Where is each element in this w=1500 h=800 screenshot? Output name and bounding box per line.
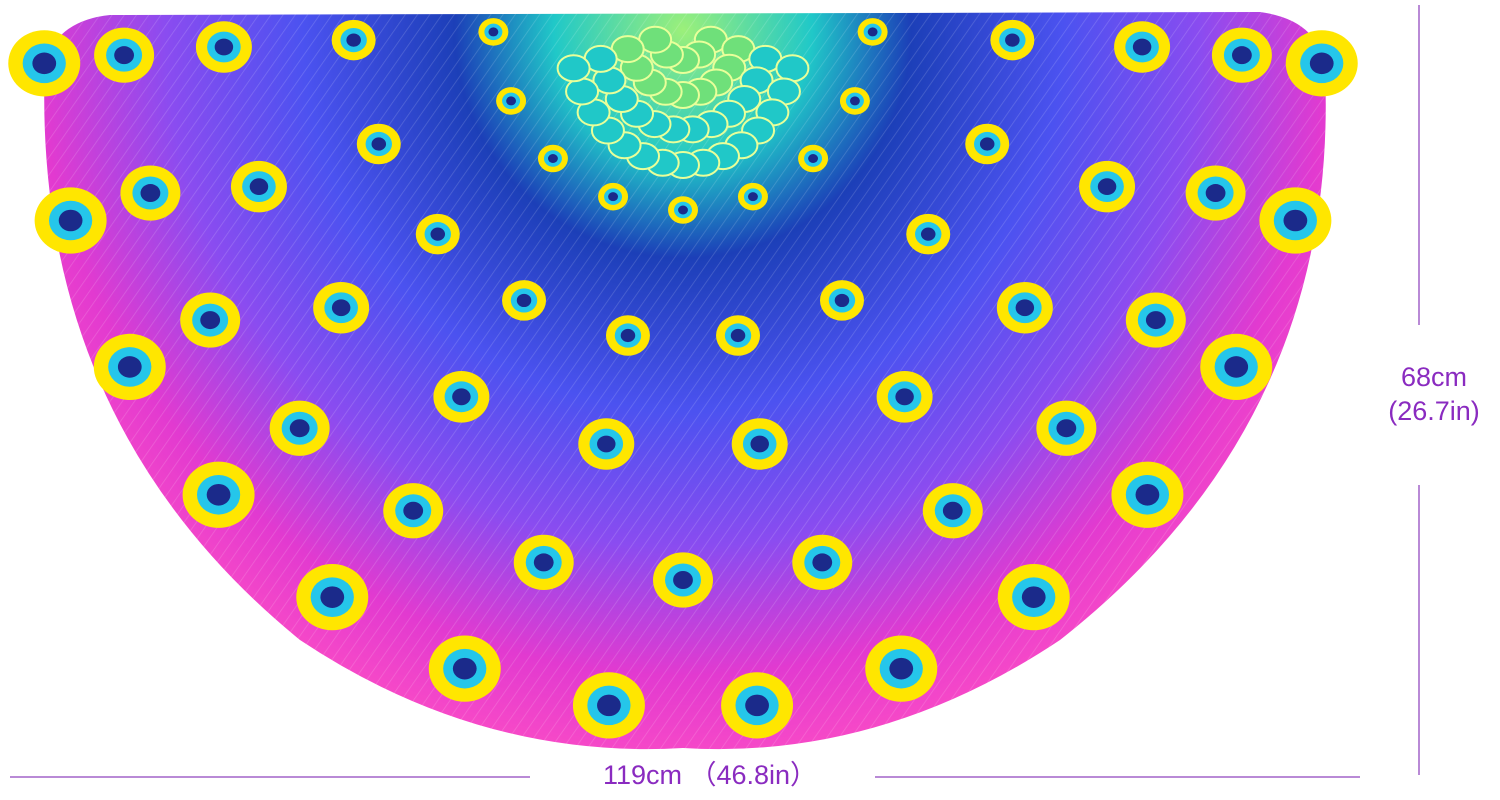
feather-eye — [428, 635, 501, 702]
feather-eye — [792, 534, 853, 591]
feather-eye — [1036, 400, 1097, 456]
feather-eye — [94, 27, 155, 83]
feather-eye — [819, 280, 864, 321]
feather-eyes — [8, 18, 1358, 739]
feather-eye — [731, 418, 788, 470]
height-dimension-line-top — [1418, 5, 1420, 325]
width-dimension-line-right — [875, 776, 1360, 778]
scale — [775, 54, 810, 83]
feather-eye — [1185, 165, 1246, 221]
feather-eye — [433, 371, 490, 423]
feather-eye — [996, 281, 1053, 334]
feather-eye — [1125, 292, 1186, 348]
feather-eye — [572, 672, 645, 739]
feather-eye — [537, 144, 568, 173]
feather-eye — [502, 280, 547, 321]
feather-eye — [230, 160, 287, 213]
feather-eye — [331, 19, 376, 61]
feather-eye — [865, 635, 938, 702]
feather-eye — [8, 30, 81, 97]
feather-eye — [716, 315, 761, 356]
scale — [565, 77, 600, 106]
feather-eye — [415, 213, 460, 255]
width-dimension-line-left — [10, 776, 530, 778]
feather-eye — [906, 213, 951, 255]
feather-eye — [653, 552, 713, 608]
feather-eye — [1200, 333, 1273, 401]
feather-eye — [798, 144, 829, 173]
feather-eye — [857, 18, 888, 46]
feather-eye — [180, 292, 241, 348]
feather-eye — [605, 315, 650, 356]
feather-eye — [496, 87, 527, 115]
feather-eye — [120, 165, 181, 221]
feather-eye — [598, 182, 629, 211]
feather-eye — [668, 196, 698, 224]
feather-eye — [1079, 160, 1136, 213]
feather-eye — [990, 19, 1035, 61]
feather-eye — [997, 564, 1070, 631]
feather-eye — [269, 400, 330, 456]
height-in: (26.7in) — [1388, 396, 1480, 426]
feather-eye — [356, 123, 401, 165]
height-cm: 68cm — [1400, 362, 1468, 392]
feather-eye — [513, 534, 574, 591]
feather-eye — [922, 483, 983, 539]
feather-eye — [1259, 187, 1332, 254]
feather-eye — [721, 672, 794, 739]
feather-eye — [313, 281, 370, 334]
feather-eye — [578, 418, 635, 470]
feather-eye — [182, 461, 255, 528]
feather-eye — [1114, 21, 1171, 73]
feather-eye — [34, 187, 107, 254]
feather-eye — [478, 18, 509, 46]
feather-eye — [296, 564, 369, 631]
feather-eye — [876, 371, 933, 423]
feather-eye — [737, 182, 768, 211]
feather-eye — [839, 87, 870, 115]
center-scales — [556, 25, 810, 179]
feather-eye — [1111, 461, 1184, 528]
feather-eye — [93, 333, 166, 401]
feather-eye — [1211, 27, 1272, 83]
feather-eye — [195, 21, 252, 73]
height-label: 68cm (26.7in) — [1368, 360, 1500, 428]
scale — [556, 54, 591, 83]
width-label: 119cm （46.8in） — [602, 760, 818, 790]
feather-eye — [965, 123, 1010, 165]
feather-eye — [1285, 30, 1358, 97]
feather-eye — [383, 483, 444, 539]
height-dimension-line-bottom — [1418, 485, 1420, 775]
